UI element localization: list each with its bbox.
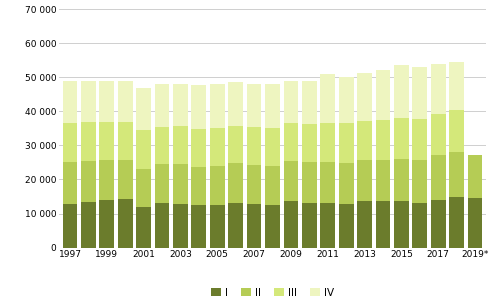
Bar <box>431 200 445 248</box>
Bar <box>136 130 151 169</box>
Bar <box>412 67 427 119</box>
Bar <box>357 73 372 121</box>
Bar <box>339 77 354 123</box>
Bar <box>173 126 188 164</box>
Bar <box>228 82 243 126</box>
Bar <box>376 70 390 120</box>
Bar <box>118 81 133 122</box>
Bar <box>431 155 445 200</box>
Bar <box>467 198 482 248</box>
Bar <box>431 114 445 155</box>
Bar <box>431 64 445 114</box>
Bar <box>339 123 354 163</box>
Bar <box>173 204 188 248</box>
Bar <box>210 128 224 165</box>
Bar <box>302 124 317 162</box>
Bar <box>320 162 335 203</box>
Bar <box>99 81 114 122</box>
Bar <box>265 166 280 205</box>
Bar <box>467 155 482 198</box>
Bar <box>155 203 169 248</box>
Bar <box>173 164 188 204</box>
Bar <box>191 129 206 166</box>
Bar <box>191 85 206 129</box>
Bar <box>320 123 335 162</box>
Bar <box>265 128 280 166</box>
Bar <box>265 205 280 248</box>
Bar <box>81 161 96 202</box>
Bar <box>118 199 133 248</box>
Bar <box>62 123 77 162</box>
Legend: I, II, III, IV: I, II, III, IV <box>206 284 339 302</box>
Bar <box>228 163 243 203</box>
Bar <box>210 205 224 248</box>
Bar <box>394 65 409 118</box>
Bar <box>81 202 96 248</box>
Bar <box>155 164 169 203</box>
Bar <box>155 127 169 164</box>
Bar <box>283 201 298 248</box>
Bar <box>320 203 335 248</box>
Bar <box>357 201 372 248</box>
Bar <box>62 204 77 248</box>
Bar <box>283 81 298 123</box>
Bar <box>376 160 390 201</box>
Bar <box>302 203 317 248</box>
Bar <box>81 81 96 122</box>
Bar <box>339 163 354 204</box>
Bar <box>118 160 133 199</box>
Bar <box>283 161 298 201</box>
Bar <box>394 118 409 159</box>
Bar <box>283 123 298 161</box>
Bar <box>449 197 464 248</box>
Bar <box>246 165 261 204</box>
Bar <box>99 200 114 248</box>
Bar <box>449 152 464 197</box>
Bar <box>302 162 317 203</box>
Bar <box>136 207 151 248</box>
Bar <box>357 160 372 201</box>
Bar <box>62 81 77 123</box>
Bar <box>246 84 261 127</box>
Bar <box>62 162 77 204</box>
Bar <box>449 110 464 152</box>
Bar <box>449 62 464 110</box>
Bar <box>320 74 335 123</box>
Bar <box>246 204 261 248</box>
Bar <box>339 204 354 248</box>
Bar <box>228 203 243 248</box>
Bar <box>81 122 96 161</box>
Bar <box>394 159 409 201</box>
Bar <box>394 201 409 248</box>
Bar <box>246 127 261 165</box>
Bar <box>173 84 188 126</box>
Bar <box>412 203 427 248</box>
Bar <box>99 160 114 200</box>
Bar <box>228 126 243 163</box>
Bar <box>357 121 372 160</box>
Bar <box>376 120 390 160</box>
Bar <box>376 201 390 248</box>
Bar <box>191 205 206 248</box>
Bar <box>265 84 280 128</box>
Bar <box>136 88 151 130</box>
Bar <box>191 166 206 205</box>
Bar <box>210 165 224 205</box>
Bar <box>155 84 169 127</box>
Bar <box>302 81 317 124</box>
Bar <box>118 122 133 160</box>
Bar <box>412 119 427 160</box>
Bar <box>210 84 224 128</box>
Bar <box>99 122 114 160</box>
Bar <box>136 169 151 207</box>
Bar <box>412 160 427 203</box>
